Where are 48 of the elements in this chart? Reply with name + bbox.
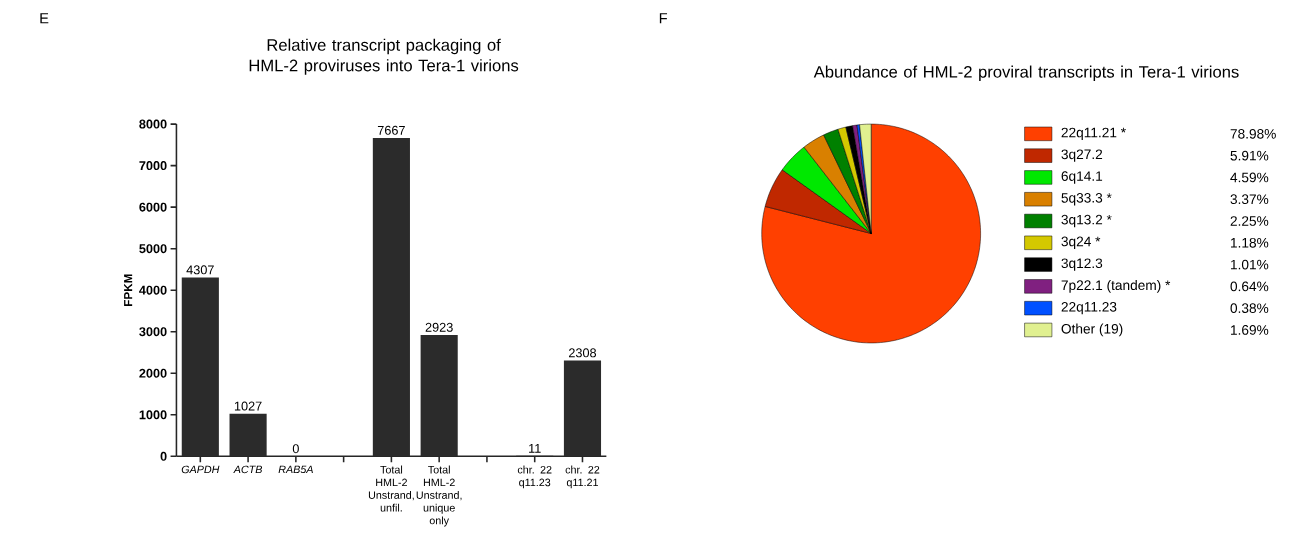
y-tick-label: 3000: [139, 327, 167, 337]
chart-title: Relative transcript packaging of HML-2 proviruses into Tera-1 virions: [249, 38, 519, 75]
data-label: 3.37%: [1230, 194, 1269, 205]
legend-label: Other (19): [1061, 323, 1123, 337]
data-label: 1.69%: [1231, 325, 1269, 335]
x-tick-label: Total HML-2 Unstrand, unfil.: [368, 465, 414, 512]
x-tick-label: RAB5A: [278, 465, 313, 474]
legend-label: 22q11.23: [1061, 301, 1117, 315]
data-label: 1.01%: [1231, 259, 1269, 270]
y-tick-label: 6000: [139, 202, 167, 212]
y-tick-label: 7000: [139, 161, 167, 171]
text: F: [659, 13, 668, 24]
legend-label: 7p22.1 (tandem) *: [1061, 280, 1171, 293]
data-label: 0: [292, 444, 299, 454]
data-label: 5.91%: [1230, 150, 1269, 161]
data-label: 0.64%: [1230, 281, 1269, 292]
y-axis-title: FPKM: [124, 274, 133, 307]
data-label: 2308: [568, 348, 597, 358]
text: E: [40, 13, 49, 24]
legend-label: 5q33.3 *: [1061, 193, 1112, 206]
data-label: 1.18%: [1231, 237, 1269, 248]
data-label: 1027: [234, 401, 262, 411]
data-label: 2923: [425, 322, 453, 332]
y-tick-label: 8000: [139, 119, 167, 129]
legend-label: 3q13.2 *: [1061, 214, 1112, 228]
legend-label: 3q24 *: [1061, 236, 1101, 250]
y-tick-label: 2000: [139, 368, 167, 378]
y-tick-label: 1000: [139, 410, 167, 420]
legend-label: 6q14.1: [1061, 171, 1103, 184]
y-tick-label: 0: [160, 451, 167, 461]
legend-label: 3q27.2: [1061, 149, 1103, 162]
y-tick-label: 4000: [139, 285, 167, 295]
data-label: 7667: [377, 125, 405, 135]
data-label: 2.25%: [1230, 216, 1269, 226]
data-label: 78.98%: [1230, 129, 1276, 139]
x-tick-label: ACTB: [233, 465, 263, 474]
y-tick-label: 5000: [139, 244, 167, 254]
x-tick-label: Total HML-2 Unstrand, unique only: [416, 465, 462, 527]
data-label: 0.38%: [1230, 303, 1269, 314]
data-label: 11: [529, 444, 541, 453]
data-label: 4307: [186, 265, 214, 275]
data-label: 4.59%: [1230, 172, 1269, 183]
x-tick-label: chr. 22 q11.21: [565, 465, 600, 489]
legend-label: 22q11.21 *: [1061, 127, 1126, 141]
x-tick-label: GAPDH: [181, 465, 220, 474]
legend-label: 3q12.3: [1061, 258, 1103, 271]
chart-title: Abundance of HML-2 proviral transcripts in Tera-1 virions: [813, 65, 1239, 82]
x-tick-label: chr. 22 q11.23: [517, 465, 552, 489]
